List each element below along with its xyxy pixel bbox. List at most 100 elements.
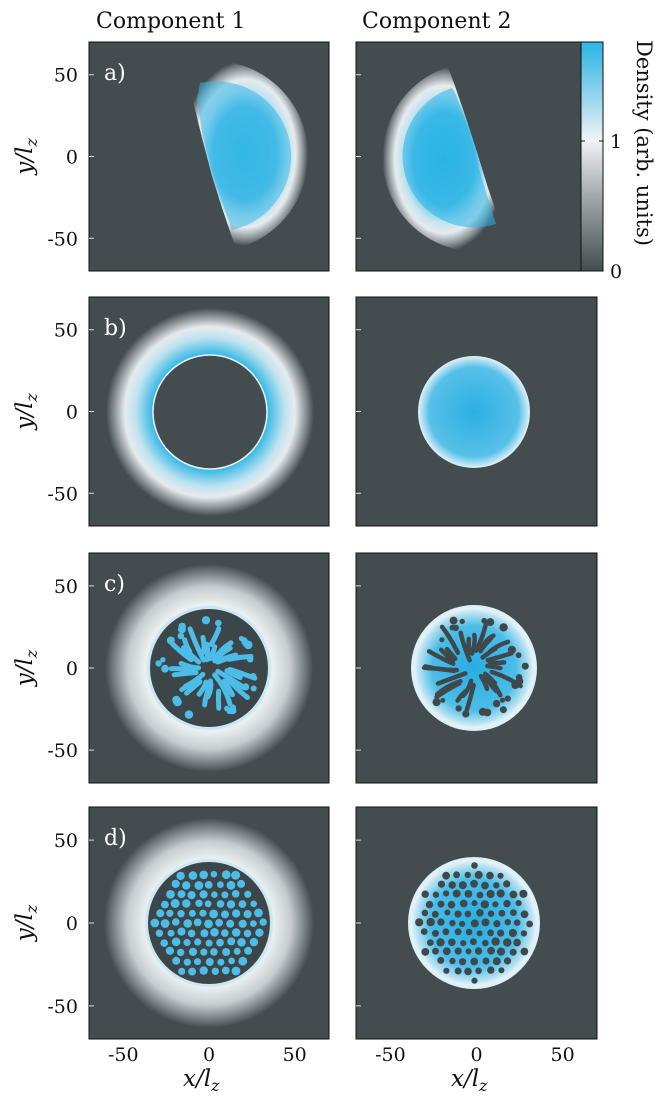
droplet	[250, 938, 258, 946]
droplet	[166, 890, 175, 899]
droplet	[239, 920, 247, 928]
droplet	[471, 862, 478, 869]
droplet	[443, 968, 449, 974]
y-axis-label: y/lz	[12, 649, 41, 687]
droplet	[503, 938, 511, 946]
panel-d-component-2	[356, 807, 597, 1039]
droplet	[510, 891, 518, 899]
droplet	[449, 920, 455, 926]
droplet	[493, 920, 500, 927]
colorbar-tick-0: 0	[610, 261, 622, 283]
y-tick-label: 50	[54, 576, 78, 598]
droplet	[217, 881, 224, 888]
droplet	[497, 930, 504, 937]
x-axes: -50 0 50 -50 0 50	[108, 1044, 575, 1066]
droplet	[456, 705, 462, 711]
droplet	[440, 698, 445, 703]
row-label-a: a)	[104, 61, 126, 86]
x-tick-label: 0	[203, 1044, 215, 1066]
droplet	[511, 681, 519, 689]
y-tick-label: 50	[54, 320, 78, 342]
y-tick-label: 0	[66, 147, 78, 169]
droplet	[443, 928, 450, 935]
droplet	[487, 929, 494, 936]
x-tick-label: 50	[551, 1044, 575, 1066]
droplet	[178, 890, 186, 898]
droplet	[156, 909, 164, 917]
droplet	[438, 901, 445, 908]
droplet	[188, 891, 196, 899]
droplet	[460, 900, 468, 908]
droplet	[482, 940, 489, 947]
droplet	[188, 968, 196, 976]
droplet	[230, 704, 236, 710]
droplet	[177, 928, 185, 936]
droplet	[205, 900, 212, 907]
droplet	[470, 958, 478, 966]
droplet	[510, 949, 517, 956]
droplet	[497, 873, 503, 879]
droplet	[460, 619, 465, 624]
droplet	[176, 872, 184, 880]
droplet	[437, 918, 444, 925]
droplet	[448, 901, 456, 909]
droplet	[206, 940, 213, 947]
droplet	[437, 957, 444, 964]
droplet	[488, 910, 495, 917]
droplet	[438, 881, 445, 888]
droplet	[226, 920, 234, 928]
droplet	[161, 665, 169, 673]
droplet	[509, 929, 517, 937]
droplet	[200, 949, 207, 956]
droplet	[503, 900, 510, 907]
droplet	[237, 880, 245, 888]
droplet	[492, 901, 498, 907]
droplet	[516, 900, 522, 906]
droplet	[234, 948, 241, 955]
droplet	[432, 948, 439, 955]
droplet	[232, 928, 241, 937]
droplet	[211, 891, 218, 898]
droplet	[453, 625, 459, 631]
droplet	[472, 900, 478, 906]
droplet	[172, 880, 180, 888]
droplet	[449, 881, 456, 888]
droplet	[216, 939, 224, 947]
droplet	[231, 871, 240, 880]
droplet	[476, 909, 484, 917]
droplet	[227, 937, 235, 945]
droplet	[465, 872, 471, 878]
droplet	[232, 890, 240, 898]
colorbar-tick-1: 1	[610, 131, 622, 153]
droplet	[221, 929, 229, 937]
droplet	[210, 948, 218, 956]
y-tick-label: 0	[66, 402, 78, 424]
droplet	[493, 957, 501, 965]
y-tick-label: -50	[47, 996, 78, 1018]
droplet	[486, 872, 494, 880]
droplet	[475, 871, 483, 879]
droplet	[168, 930, 175, 937]
droplet	[477, 892, 484, 899]
droplet	[450, 617, 458, 625]
droplet	[519, 890, 527, 898]
droplet	[482, 918, 490, 926]
droplet	[222, 870, 231, 879]
droplet	[212, 968, 219, 975]
droplet	[475, 947, 482, 954]
droplet	[242, 637, 247, 642]
droplet	[421, 928, 428, 935]
droplet	[227, 900, 235, 908]
droplet	[202, 616, 210, 624]
droplet	[505, 919, 511, 925]
droplet	[166, 947, 174, 955]
droplet	[459, 881, 467, 889]
droplet	[516, 652, 522, 658]
droplet	[200, 890, 208, 898]
droplet	[459, 958, 466, 965]
droplet	[449, 958, 455, 964]
panel-a-component-2	[356, 42, 597, 271]
droplet	[443, 890, 449, 896]
droplet	[493, 700, 500, 707]
droplet	[215, 919, 223, 927]
